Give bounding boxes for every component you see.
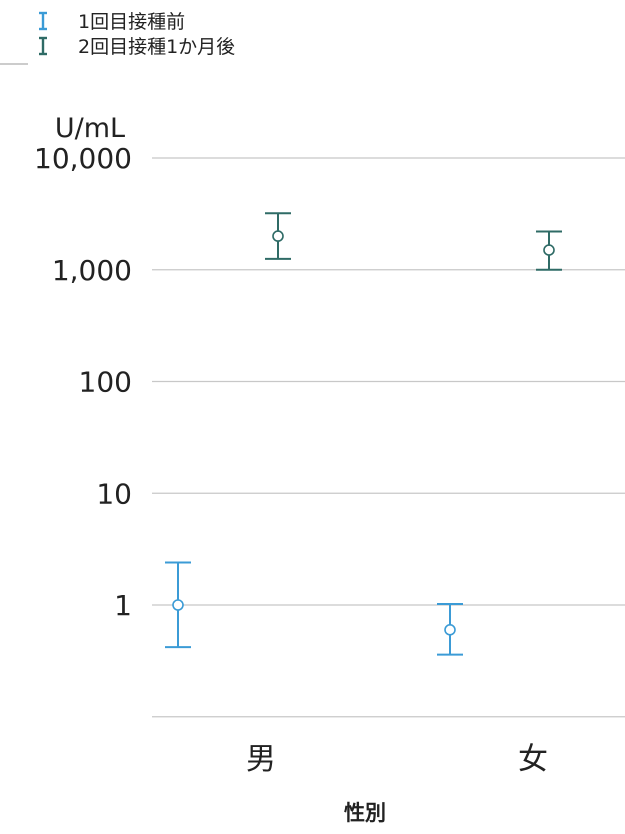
x-tick-labels: 男女 bbox=[246, 742, 548, 777]
x-tick-label: 女 bbox=[518, 742, 548, 777]
y-axis-title: U/mL bbox=[55, 113, 125, 144]
error-bar-point bbox=[265, 212, 291, 260]
y-tick-label: 1,000 bbox=[52, 254, 132, 287]
data-point bbox=[543, 244, 555, 256]
y-tick-label: 1 bbox=[114, 589, 132, 622]
x-axis-title: 性別 bbox=[344, 801, 386, 825]
error-bar-point bbox=[536, 230, 562, 271]
legend: 1回目接種前 2回目接種1か月後 bbox=[39, 11, 235, 58]
x-tick-label: 男 bbox=[246, 742, 276, 777]
error-bar-point bbox=[437, 603, 463, 656]
legend-label: 1回目接種前 bbox=[78, 11, 185, 33]
y-tick-label: 100 bbox=[79, 366, 132, 399]
gridlines bbox=[152, 157, 625, 718]
data-point bbox=[272, 230, 284, 242]
data-point bbox=[172, 599, 184, 611]
legend-item: 2回目接種1か月後 bbox=[39, 36, 235, 58]
y-tick-labels: 10,000 1,000 100 10 1 bbox=[34, 142, 132, 622]
legend-item: 1回目接種前 bbox=[39, 11, 185, 33]
legend-label: 2回目接種1か月後 bbox=[78, 36, 235, 58]
data-point bbox=[444, 623, 456, 636]
data-marks bbox=[165, 212, 562, 656]
error-bar-point bbox=[165, 561, 191, 649]
y-tick-label: 10,000 bbox=[34, 142, 132, 175]
y-tick-label: 10 bbox=[96, 477, 132, 510]
